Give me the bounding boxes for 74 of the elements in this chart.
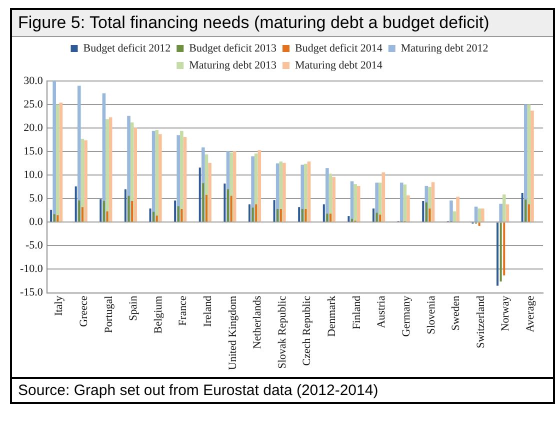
bar bbox=[232, 151, 236, 222]
bar bbox=[176, 135, 180, 222]
legend-label: Maturing debt 2014 bbox=[295, 59, 383, 72]
legend-label: Maturing debt 2012 bbox=[400, 42, 488, 54]
bar bbox=[431, 182, 435, 222]
x-tick-label: Portugal bbox=[102, 296, 115, 334]
bar bbox=[155, 130, 159, 222]
bar bbox=[450, 200, 453, 222]
x-tick-label: Spain bbox=[128, 295, 140, 321]
bar bbox=[356, 186, 360, 222]
x-tick-label: Denmark bbox=[326, 295, 338, 337]
x-tick-label: Germany bbox=[400, 295, 412, 337]
source-note: Source: Graph set out from Eurostat data (2012-2014) bbox=[12, 377, 553, 402]
x-tick-label: Netherlands bbox=[252, 296, 264, 349]
bar bbox=[307, 161, 311, 222]
x-tick-label: Norway bbox=[500, 295, 512, 332]
x-tick-label: Sweden bbox=[450, 295, 462, 331]
x-tick-label: Austria bbox=[376, 296, 388, 328]
x-tick-label: Belgium bbox=[152, 295, 164, 334]
x-tick-label: Italy bbox=[53, 295, 66, 316]
bar bbox=[108, 117, 112, 222]
y-tick-label: 20.0 bbox=[24, 122, 44, 134]
bar bbox=[208, 162, 212, 222]
bar bbox=[52, 81, 56, 222]
x-tick-label: Switzerland bbox=[474, 295, 487, 348]
legend-label: Budget deficit 2013 bbox=[189, 42, 277, 54]
bar bbox=[403, 184, 407, 222]
bar bbox=[158, 134, 162, 222]
y-tick-label: 15.0 bbox=[24, 145, 44, 158]
x-tick-label: Slovenia bbox=[425, 296, 438, 334]
bar bbox=[354, 184, 357, 222]
y-tick-label: 10.0 bbox=[24, 169, 44, 182]
bar bbox=[282, 162, 286, 222]
x-tick-label: Finland bbox=[350, 295, 363, 330]
x-tick-label: France bbox=[177, 296, 190, 326]
bar bbox=[502, 194, 506, 222]
bar bbox=[59, 102, 63, 222]
bar bbox=[478, 208, 481, 222]
bar bbox=[474, 206, 478, 222]
bar bbox=[134, 128, 138, 222]
legend-label: Budget deficit 2014 bbox=[294, 42, 383, 54]
bar bbox=[480, 208, 484, 222]
bar bbox=[499, 204, 502, 222]
x-tick-label: Czech Republic bbox=[301, 296, 314, 366]
bar bbox=[56, 104, 60, 222]
bar bbox=[456, 196, 460, 222]
chart-title: Figure 5: Total financing needs (maturing debt a budget deficit) bbox=[12, 10, 553, 37]
bar bbox=[332, 176, 336, 222]
y-tick-label: 5.0 bbox=[29, 192, 44, 205]
x-tick-label: Slovak Republic bbox=[276, 296, 288, 369]
y-tick-label: 0.0 bbox=[29, 216, 44, 228]
bar bbox=[180, 130, 184, 222]
legend-label: Budget deficit 2012 bbox=[83, 42, 171, 54]
bar bbox=[406, 195, 410, 222]
bar bbox=[400, 182, 404, 222]
x-tick-label: Average bbox=[524, 296, 536, 332]
x-tick-label: United Kingdom bbox=[226, 295, 239, 370]
bar bbox=[530, 110, 534, 222]
bar bbox=[78, 86, 81, 222]
bar bbox=[382, 172, 386, 222]
y-tick-label: -5.0 bbox=[25, 240, 44, 252]
bar bbox=[84, 140, 88, 222]
bar bbox=[106, 119, 109, 222]
x-tick-label: Ireland bbox=[202, 295, 214, 327]
bar bbox=[326, 168, 329, 222]
legend-label: Maturing debt 2013 bbox=[189, 59, 277, 72]
x-tick-label: Greece bbox=[78, 296, 90, 327]
bar bbox=[350, 181, 354, 222]
bar bbox=[258, 150, 262, 222]
y-tick-label: -15.0 bbox=[20, 286, 44, 299]
y-tick-label: -10.0 bbox=[20, 263, 44, 276]
y-tick-label: 25.0 bbox=[24, 98, 44, 110]
bar bbox=[183, 137, 187, 222]
y-tick-label: 30.0 bbox=[24, 74, 44, 87]
